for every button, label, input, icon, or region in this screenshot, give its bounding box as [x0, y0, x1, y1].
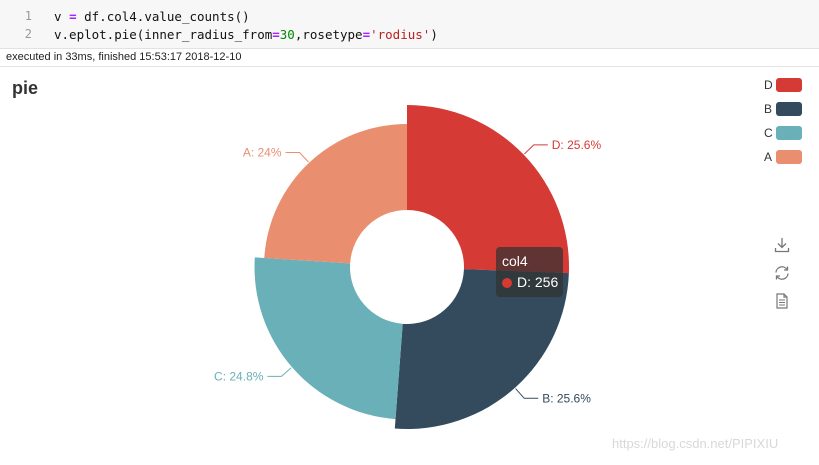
line-number: 1 — [24, 9, 32, 23]
code-token: = — [272, 27, 280, 42]
legend-label: D — [764, 78, 773, 92]
legend-swatch — [776, 102, 802, 116]
pie-label-line — [515, 388, 539, 399]
tooltip-value: D: 256 — [517, 274, 559, 290]
code-line[interactable]: v.eplot.pie(inner_radius_from=30,rosetyp… — [54, 27, 438, 42]
pie-label-line — [285, 152, 309, 163]
line-number: 2 — [24, 27, 32, 41]
legend-swatch — [776, 78, 802, 92]
pie-slice-c[interactable] — [254, 257, 403, 420]
pie-label: A: 24% — [243, 146, 282, 160]
code-token: v — [54, 9, 70, 24]
code-cell[interactable]: 1 2 v = df.col4.value_counts() v.eplot.p… — [0, 0, 819, 49]
line-number-gutter: 1 2 — [0, 0, 44, 48]
pie-slice-a[interactable] — [264, 124, 407, 264]
pie-slice-b[interactable] — [394, 269, 569, 429]
tooltip-title: col4 — [502, 253, 528, 269]
refresh-icon[interactable] — [773, 264, 791, 282]
pie-label-line — [524, 144, 548, 155]
tooltip-series-marker — [502, 278, 512, 288]
pie-label: B: 25.6% — [542, 391, 591, 405]
chart-title: pie — [12, 78, 39, 98]
code-token: 30 — [279, 27, 295, 42]
legend-item-d[interactable]: D — [760, 78, 819, 92]
legend-item-b[interactable]: B — [760, 102, 819, 116]
legend-item-a[interactable]: A — [760, 150, 819, 164]
download-icon[interactable] — [773, 236, 791, 254]
data-view-icon[interactable] — [773, 292, 791, 310]
watermark-text: https://blog.csdn.net/PIPIXIU — [612, 436, 779, 451]
execution-status-text: executed in 33ms, finished 15:53:17 2018… — [6, 51, 242, 63]
code-token: 'rodius' — [370, 27, 431, 42]
pie-label: C: 24.8% — [214, 369, 264, 383]
legend-item-c[interactable]: C — [760, 126, 819, 140]
pie-chart: D: 25.6% B: 25.6% C: 24.8% A: 24% — [214, 105, 602, 429]
code-token: ,rosetype — [294, 27, 363, 42]
legend-swatch — [776, 126, 802, 140]
legend-label: B — [764, 102, 773, 116]
code-token: = — [362, 27, 371, 42]
legend-label: C — [764, 126, 773, 140]
code-token: df.col4.value_counts() — [76, 9, 250, 24]
code-token: v.eplot.pie(inner_radius_from — [54, 27, 273, 42]
code-token: = — [69, 9, 77, 24]
chart-tooltip: col4 D: 256 — [496, 247, 563, 297]
execution-status: executed in 33ms, finished 15:53:17 2018… — [0, 49, 819, 67]
code-token: ) — [430, 27, 438, 42]
legend-label: A — [764, 150, 773, 164]
code-line[interactable]: v = df.col4.value_counts() — [54, 9, 250, 24]
pie-label: D: 25.6% — [552, 138, 602, 152]
legend-swatch — [776, 150, 802, 164]
pie-label-line — [267, 367, 292, 377]
pie-slice-d[interactable] — [407, 105, 569, 274]
